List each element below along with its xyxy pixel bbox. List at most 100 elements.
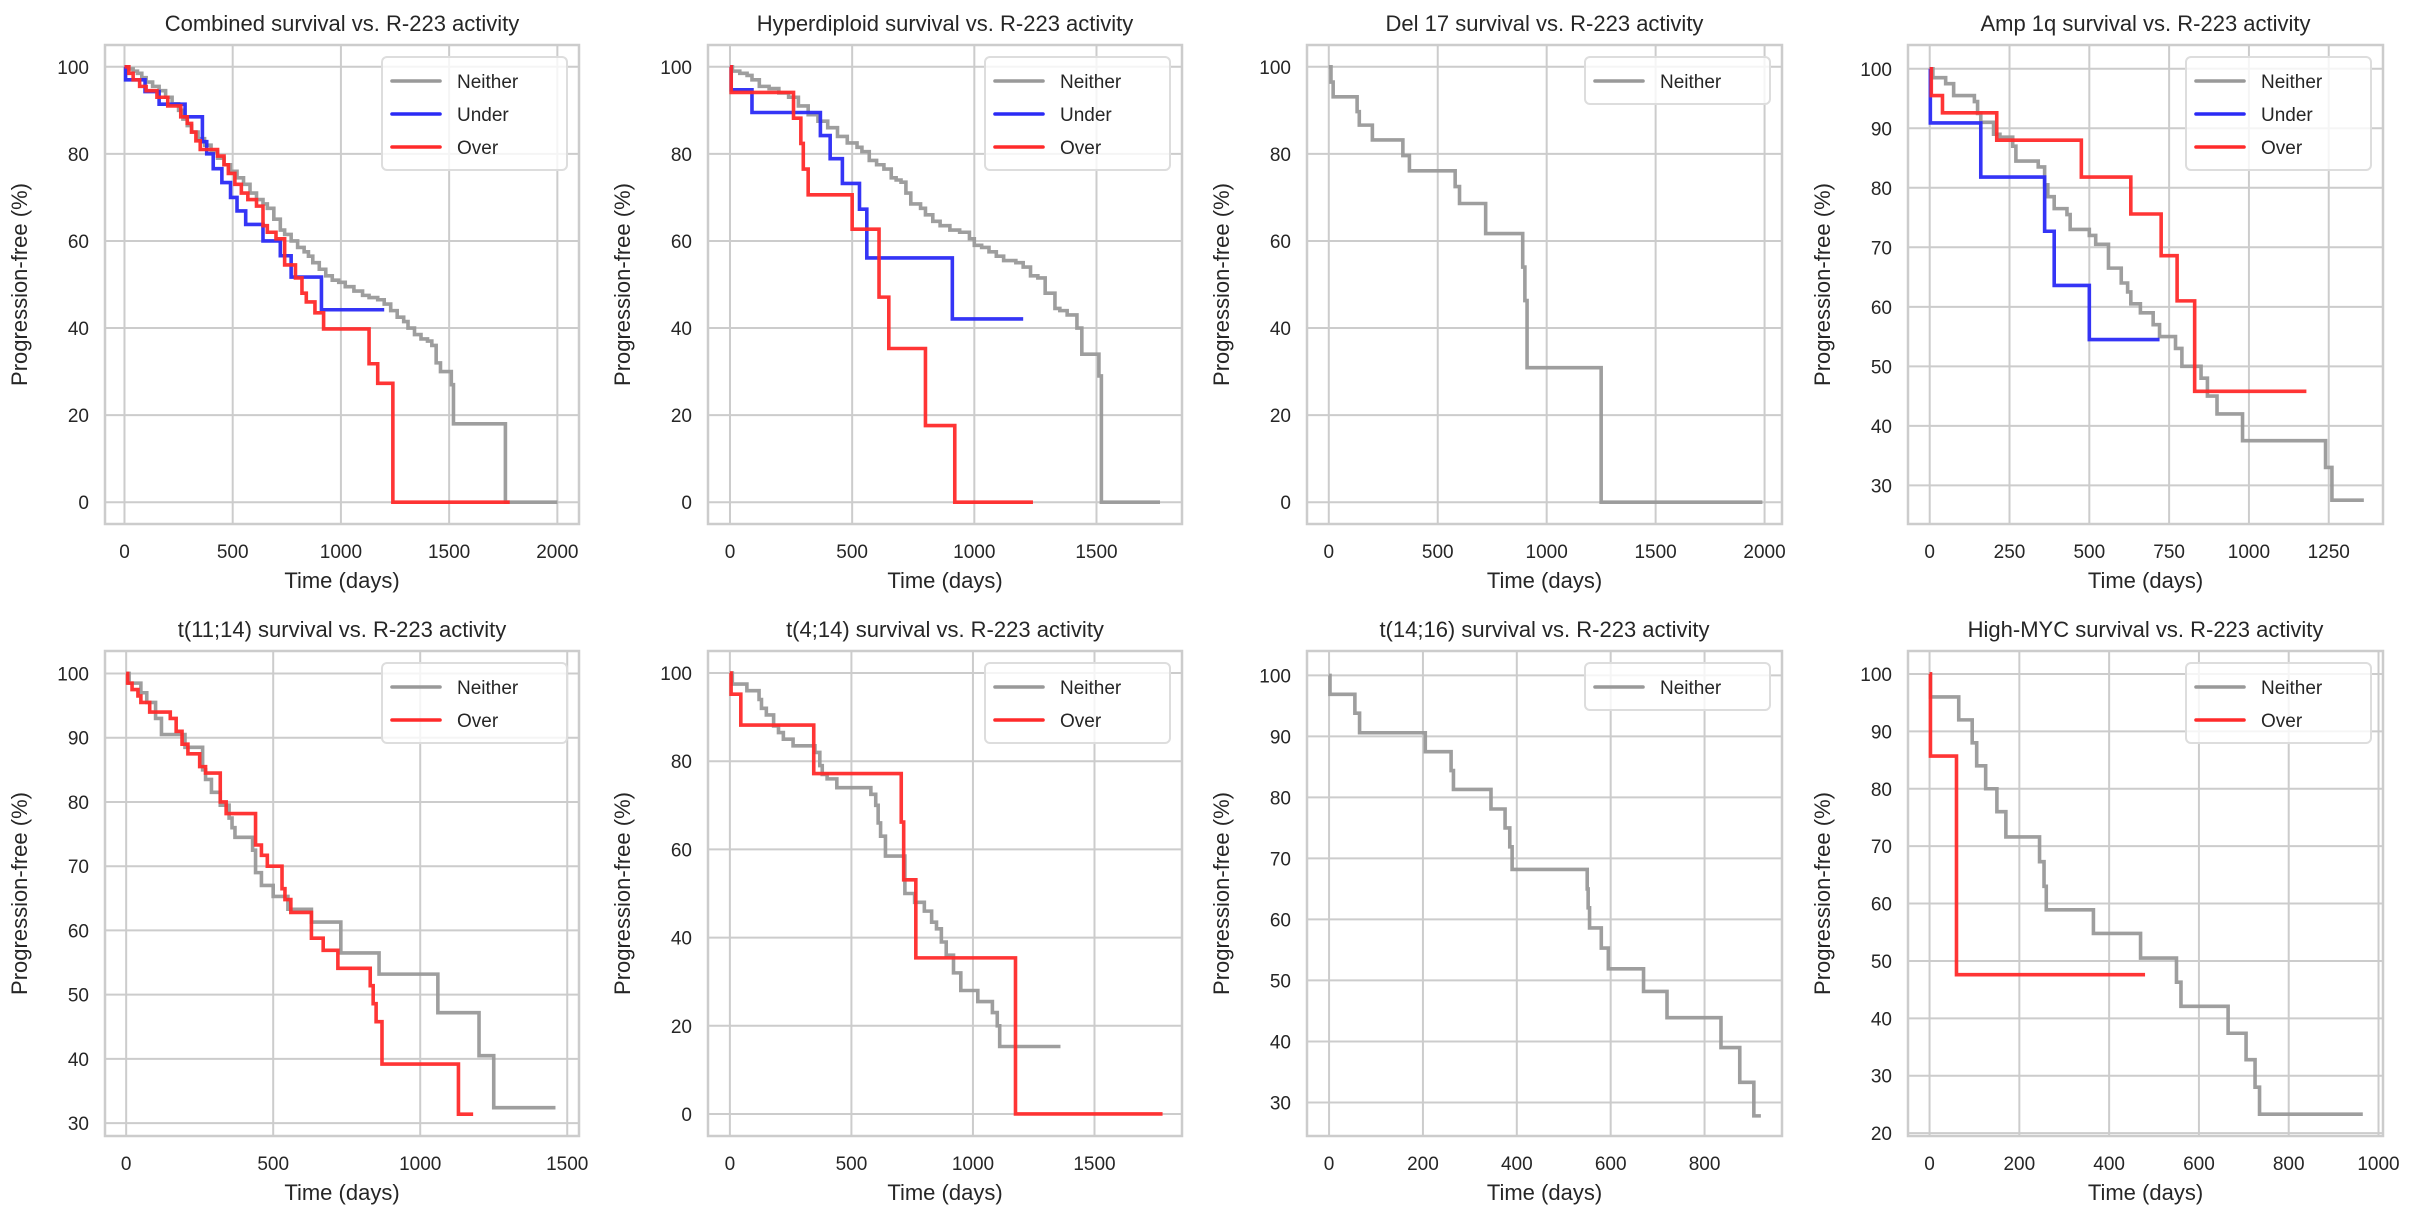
series-line-over (125, 671, 474, 1116)
y-tick-label: 90 (1871, 119, 1892, 140)
x-tick-label: 2000 (536, 542, 578, 563)
legend-label-over: Over (2261, 711, 2303, 732)
x-tick-label: 500 (217, 542, 249, 563)
y-tick-label: 30 (68, 1114, 89, 1135)
x-tick-label: 0 (1324, 1154, 1335, 1175)
x-tick-label: 2000 (1743, 542, 1785, 563)
legend-box (2185, 56, 2372, 171)
x-axis-label: Time (days) (887, 568, 1002, 593)
axes-frame (706, 649, 1184, 1138)
series-line-over (1929, 67, 2307, 394)
x-tick-label: 0 (1924, 1154, 1935, 1175)
y-tick-label: 20 (671, 1017, 692, 1038)
y-tick-label: 60 (671, 232, 692, 253)
legend-label-neither: Neither (1660, 72, 1722, 93)
series-line-over (729, 671, 1163, 1116)
chart-title: t(4;14) survival vs. R-223 activity (786, 617, 1104, 642)
x-tick-label: 400 (1501, 1154, 1533, 1175)
y-tick-label: 80 (1871, 179, 1892, 200)
legend-box (381, 662, 568, 744)
legend-label-neither: Neither (1060, 72, 1122, 93)
y-tick-label: 20 (68, 406, 89, 427)
chart-title: Combined survival vs. R-223 activity (165, 11, 520, 36)
series-line-over (729, 64, 1033, 505)
y-tick-label: 80 (68, 145, 89, 166)
panel-7: 0 200 400 600 800 30 40 50 60 70 80 90 100 t(14;16) s… (1209, 617, 1784, 1205)
x-tick-label: 1000 (953, 542, 995, 563)
axes-frame (1305, 43, 1784, 526)
x-axis-label: Time (days) (2088, 1180, 2203, 1205)
y-tick-label: 40 (68, 1050, 89, 1071)
legend-label-neither: Neither (2261, 678, 2323, 699)
x-tick-label: 1000 (952, 1154, 994, 1175)
y-tick-label: 80 (671, 145, 692, 166)
legend-box (1584, 662, 1771, 711)
y-tick-label: 100 (1259, 58, 1291, 79)
y-axis-label: Progression-free (%) (610, 183, 635, 386)
y-axis-label: Progression-free (%) (7, 792, 32, 995)
legend-box (2185, 662, 2372, 744)
x-tick-label: 500 (836, 1154, 868, 1175)
panel-8: 0 200 400 600 800 1000 20 30 40 50 60 70 80 90 100 High… (1810, 617, 2400, 1205)
y-tick-label: 80 (671, 752, 692, 773)
legend: Neither Over (381, 662, 568, 744)
panel-2: 0 500 1000 1500 0 20 40 60 80 100 Hyperdiploid sur… (610, 11, 1184, 593)
legend-label-over: Over (1060, 711, 1102, 732)
series-line-neither (1929, 67, 2364, 502)
legend-label-neither: Neither (1660, 678, 1722, 699)
chart-title: Del 17 survival vs. R-223 activity (1386, 11, 1704, 36)
y-tick-label: 100 (57, 58, 89, 79)
x-tick-label: 1000 (320, 542, 362, 563)
x-tick-label: 250 (1994, 542, 2026, 563)
y-tick-label: 80 (1871, 780, 1892, 801)
legend-box (1584, 56, 1771, 105)
series-line-neither (1928, 672, 2363, 1116)
y-tick-label: 60 (68, 921, 89, 942)
x-tick-label: 500 (2073, 542, 2105, 563)
y-tick-label: 70 (1871, 238, 1892, 259)
axes-frame (1305, 649, 1784, 1138)
x-axis-label: Time (days) (284, 1180, 399, 1205)
y-axis-label: Progression-free (%) (1810, 183, 1835, 386)
x-tick-label: 500 (1422, 542, 1454, 563)
y-tick-label: 100 (57, 664, 89, 685)
chart-title: t(11;14) survival vs. R-223 activity (178, 617, 506, 642)
y-tick-label: 50 (68, 986, 89, 1007)
x-tick-label: 1000 (2228, 542, 2270, 563)
x-tick-label: 1000 (399, 1154, 441, 1175)
y-tick-label: 80 (1270, 788, 1291, 809)
x-tick-label: 1250 (2308, 542, 2350, 563)
y-tick-label: 60 (1270, 232, 1291, 253)
series-line-under (123, 64, 385, 312)
x-tick-label: 600 (2183, 1154, 2215, 1175)
axes-frame (706, 43, 1184, 526)
y-tick-label: 0 (681, 493, 692, 514)
series-line-neither (1328, 673, 1761, 1118)
legend-label-over: Over (1060, 138, 1102, 159)
legend: Neither Under Over (381, 56, 568, 171)
panel-5: 0 500 1000 1500 30 40 50 60 70 80 90 100 t(11;14) su… (7, 617, 588, 1205)
legend-box (984, 56, 1171, 171)
y-tick-label: 90 (1871, 722, 1892, 743)
y-tick-label: 60 (68, 232, 89, 253)
y-tick-label: 100 (660, 58, 692, 79)
legend: Neither (1584, 56, 1771, 105)
y-tick-label: 50 (1871, 357, 1892, 378)
y-tick-label: 70 (1871, 837, 1892, 858)
y-axis-label: Progression-free (%) (610, 792, 635, 995)
chart-title: High-MYC survival vs. R-223 activity (1968, 617, 2324, 642)
y-tick-label: 70 (1270, 849, 1291, 870)
x-tick-label: 1000 (2357, 1154, 2399, 1175)
legend: Neither (1584, 662, 1771, 711)
x-axis-label: Time (days) (1487, 568, 1602, 593)
y-tick-label: 100 (1860, 60, 1892, 81)
x-tick-label: 750 (2153, 542, 2185, 563)
x-tick-label: 200 (1407, 1154, 1439, 1175)
x-tick-label: 0 (725, 542, 736, 563)
y-tick-label: 30 (1871, 1067, 1892, 1088)
x-tick-label: 1500 (1073, 1154, 1115, 1175)
legend-label-over: Over (457, 138, 499, 159)
x-tick-label: 400 (2093, 1154, 2125, 1175)
y-tick-label: 90 (68, 729, 89, 750)
